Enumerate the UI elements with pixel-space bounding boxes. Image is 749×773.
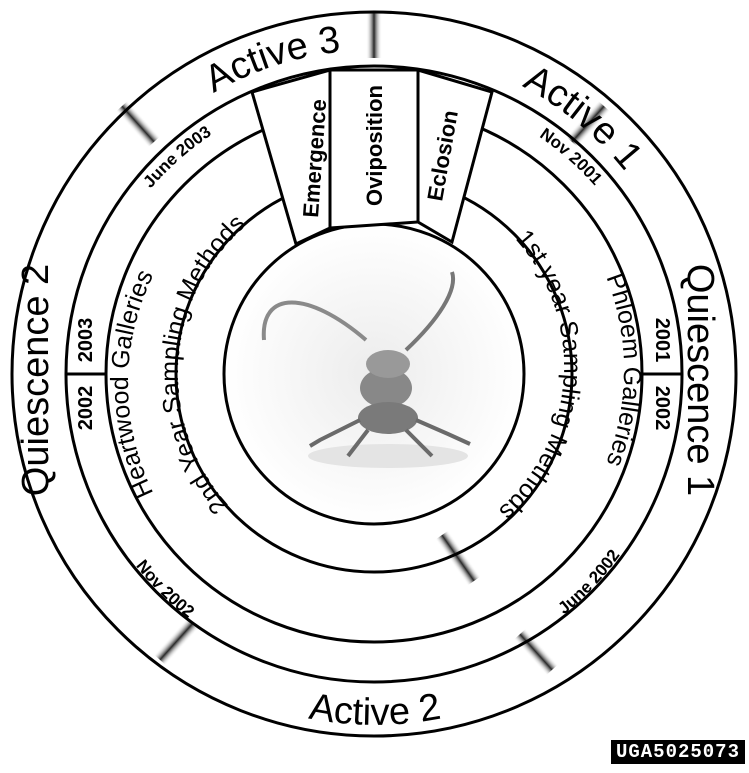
band-inner <box>435 530 481 586</box>
band-top-right <box>565 100 611 148</box>
band-top <box>366 12 382 58</box>
label-quiescence-2: Quiescence 2 <box>15 264 57 496</box>
band-bottom-left <box>153 618 199 666</box>
beetle-image <box>261 271 471 468</box>
label-oviposition: Oviposition <box>362 85 387 206</box>
label-phloem-galleries: Phloem Galleries <box>601 270 647 471</box>
segment-eclosion-box <box>416 67 494 245</box>
top-segments <box>250 67 494 247</box>
image-id-watermark: UGA5025073 <box>610 740 745 764</box>
label-year-left-bottom: 2002 <box>75 386 97 431</box>
label-active-2: Active 2 <box>306 686 443 734</box>
transition-bands <box>115 12 611 676</box>
label-year-right-top: 2001 <box>651 318 673 363</box>
label-june-2002: June 2002 <box>554 546 623 618</box>
outer-ring <box>10 10 738 738</box>
band-top-left <box>115 100 161 148</box>
band-bottom-right <box>513 628 559 676</box>
label-year-left-top: 2003 <box>75 318 97 363</box>
label-heartwood-galleries: Heartwood Galleries <box>106 265 159 502</box>
label-quiescence-1: Quiescence 1 <box>679 264 721 496</box>
label-year-right-bottom: 2002 <box>651 386 673 431</box>
